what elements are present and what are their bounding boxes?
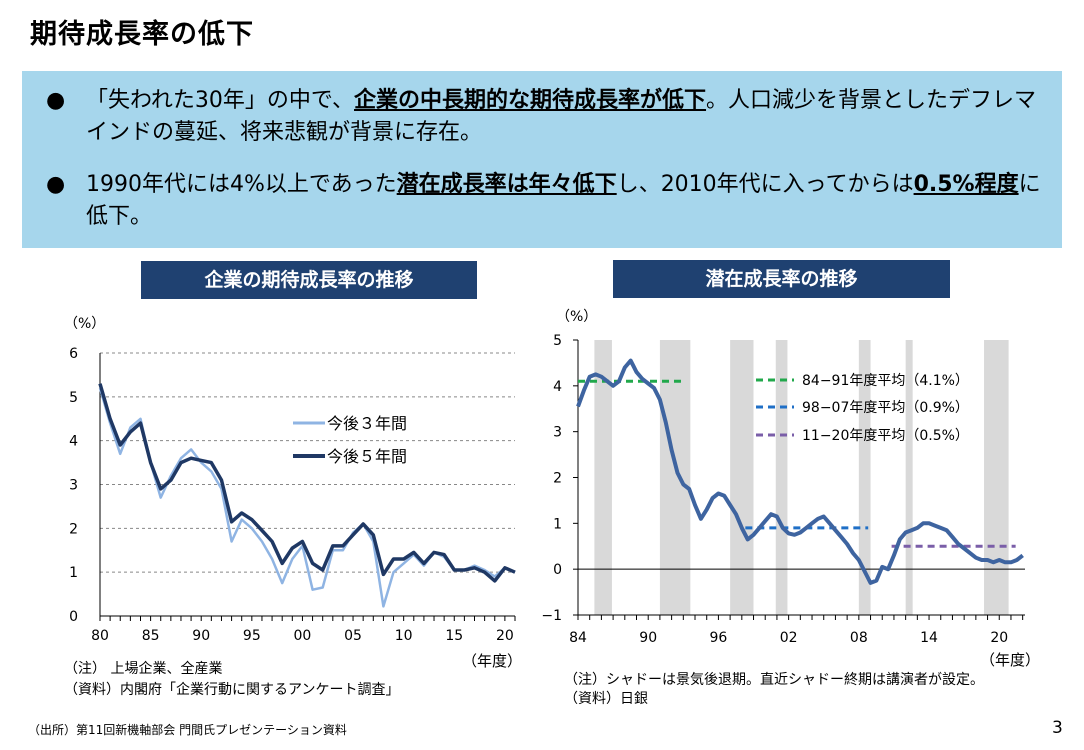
y-tick-label: 4 bbox=[553, 379, 562, 395]
y-tick-label: 2 bbox=[69, 521, 78, 537]
bullet-text: 。人口減少を背景としたデフレマインドの蔓延、将来悲観が背景に存在。 bbox=[86, 88, 1037, 145]
page-number: 3 bbox=[1052, 718, 1063, 738]
x-tick-label: 84 bbox=[569, 630, 587, 646]
x-tick-label: 14 bbox=[920, 630, 938, 646]
source-note: （出所）第11回新機軸部会 門間氏プレゼンテーション資料 bbox=[28, 723, 347, 737]
recession-shade bbox=[905, 340, 913, 615]
y-tick-label: 4 bbox=[69, 434, 78, 450]
x-tick-label: 96 bbox=[710, 630, 728, 646]
legend-label: 11−20年度平均（0.5%） bbox=[802, 428, 969, 444]
bullet-dot: ● bbox=[46, 88, 66, 113]
legend-label: 今後３年間 bbox=[327, 414, 407, 433]
recession-shade bbox=[858, 340, 871, 615]
series-line-3yr bbox=[98, 387, 516, 608]
chart-header-expected-growth: 企業の期待成長率の推移 bbox=[141, 261, 477, 299]
page-title: 期待成長率の低下 bbox=[30, 19, 254, 50]
chart2-source: （資料）日銀 bbox=[564, 691, 648, 707]
chart-header-potential-growth: 潜在成長率の推移 bbox=[613, 260, 950, 298]
potential-growth-line bbox=[576, 358, 1024, 585]
x-tick-label: 95 bbox=[243, 628, 261, 644]
recession-shade bbox=[730, 340, 754, 615]
y-tick-label: 0 bbox=[553, 562, 562, 578]
bullet-text: し、2010年代に入ってからは bbox=[616, 172, 914, 197]
y-tick-label: 5 bbox=[69, 390, 78, 406]
legend-label: 84−91年度平均（4.1%） bbox=[802, 373, 969, 389]
x-tick-label: 08 bbox=[850, 630, 868, 646]
x-tick-label: 00 bbox=[294, 628, 312, 644]
x-tick-label: 05 bbox=[344, 628, 362, 644]
x-tick-label: 10 bbox=[395, 628, 413, 644]
bullet-text: に低下。 bbox=[86, 172, 1041, 229]
bullet-box: ● 「失われた30年」の中で、企業の中長期的な期待成長率が低下。人口減少を背景と… bbox=[22, 71, 1062, 248]
series-line-5yr bbox=[98, 383, 516, 583]
x-axis-label: （年度） bbox=[462, 652, 522, 670]
bullet-dot: ● bbox=[46, 172, 66, 197]
y-tick-label: 6 bbox=[69, 346, 78, 362]
chart2-note: （注）シャドーは景気後退期。直近シャドー終期は講演者が設定。 bbox=[564, 672, 984, 688]
chart1-note: （注） 上場企業、全産業 bbox=[64, 661, 223, 677]
x-axis-label: （年度） bbox=[980, 651, 1040, 669]
y-tick-label: 5 bbox=[553, 333, 562, 349]
y-tick-label: −1 bbox=[541, 608, 562, 624]
legend-label: 98−07年度平均（0.9%） bbox=[802, 400, 969, 416]
x-tick-label: 80 bbox=[91, 628, 109, 644]
y-axis-unit: （%） bbox=[556, 309, 597, 325]
x-tick-label: 02 bbox=[780, 630, 798, 646]
bullet-text: 「失われた30年」の中で、 bbox=[86, 88, 355, 113]
x-tick-label: 90 bbox=[192, 628, 210, 644]
bullet-emphasis: 0.5%程度 bbox=[913, 172, 1019, 197]
x-tick-label: 20 bbox=[496, 628, 514, 644]
x-tick-label: 90 bbox=[639, 630, 657, 646]
y-tick-label: 1 bbox=[553, 516, 562, 532]
y-axis-unit: （%） bbox=[64, 316, 105, 332]
y-tick-label: 1 bbox=[69, 565, 78, 581]
bullet-emphasis: 潜在成長率は年々低下 bbox=[396, 172, 617, 197]
legend-label: 今後５年間 bbox=[327, 447, 407, 466]
bullet-item: ● 「失われた30年」の中で、企業の中長期的な期待成長率が低下。人口減少を背景と… bbox=[46, 85, 1046, 149]
bullet-item: ● 1990年代には4%以上であった潜在成長率は年々低下し、2010年代に入って… bbox=[46, 169, 1046, 233]
y-tick-label: 0 bbox=[69, 609, 78, 625]
y-tick-label: 2 bbox=[553, 471, 562, 487]
bullet-text: 1990年代には4%以上であった bbox=[86, 172, 397, 197]
recession-shade bbox=[775, 340, 788, 615]
chart1-source: （資料）内閣府「企業行動に関するアンケート調査」 bbox=[64, 682, 400, 698]
x-tick-label: 20 bbox=[990, 630, 1008, 646]
y-tick-label: 3 bbox=[553, 425, 562, 441]
y-tick-label: 3 bbox=[69, 478, 78, 494]
bullet-emphasis: 企業の中長期的な期待成長率が低下 bbox=[354, 88, 707, 113]
recession-shade bbox=[594, 340, 612, 615]
x-tick-label: 15 bbox=[445, 628, 463, 644]
recession-shade bbox=[984, 340, 1009, 615]
x-tick-label: 85 bbox=[142, 628, 160, 644]
